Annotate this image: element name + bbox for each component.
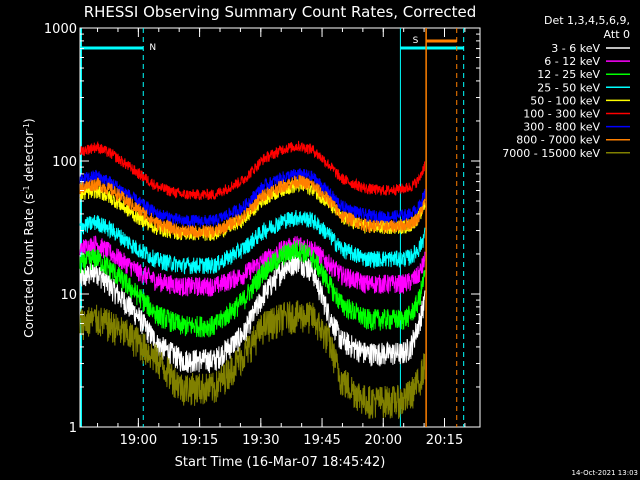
x-tick-label: 19:00 bbox=[120, 433, 157, 448]
y-label-sup2: -1 bbox=[22, 123, 31, 131]
series-line-3-6-kev bbox=[79, 252, 426, 374]
x-axis: 19:00 19:15 19:30 19:45 20:00 20:15 bbox=[97, 28, 466, 448]
y-axis: 1 10 100 1000 bbox=[44, 22, 480, 436]
saa-label: S bbox=[413, 36, 419, 46]
legend-label-12-25-kev: 12 - 25 keV bbox=[537, 68, 600, 81]
series-line-7000-15000-kev bbox=[79, 300, 426, 419]
x-tick-label: 20:00 bbox=[365, 433, 402, 448]
footer-timestamp: 14-Oct-2021 13:03 bbox=[572, 469, 638, 477]
y-tick-label: 1 bbox=[69, 421, 77, 436]
legend-label-800-7000-kev: 800 - 7000 keV bbox=[516, 134, 600, 147]
series-line-800-7000-kev bbox=[79, 174, 426, 239]
x-axis-label: Start Time (16-Mar-07 18:45:42) bbox=[175, 455, 386, 470]
plot-frame bbox=[79, 27, 481, 428]
legend-label-50-100-kev: 50 - 100 keV bbox=[530, 94, 600, 107]
y-tick-label: 10 bbox=[60, 288, 77, 303]
x-tick-label: 19:30 bbox=[242, 433, 279, 448]
night-label: N bbox=[149, 43, 156, 53]
legend-label-25-50-kev: 25 - 50 keV bbox=[537, 81, 600, 94]
series-line-300-800-kev bbox=[79, 168, 426, 229]
y-label-part3: ) bbox=[22, 118, 36, 123]
series-line-25-50-kev bbox=[79, 209, 426, 275]
y-label-part1: Corrected Count Rate (s bbox=[22, 193, 36, 337]
y-label-part2: detector bbox=[22, 131, 36, 186]
series-line-12-25-kev bbox=[79, 239, 426, 338]
y-axis-label: Corrected Count Rate (s-1 detector-1) bbox=[22, 118, 37, 337]
plot-area: N S 19:00 19:15 19:30 19:45 20:00 20:15 1 10 100… bbox=[44, 22, 481, 448]
series-line-100-300-kev bbox=[79, 140, 426, 201]
series-line-6-12-kev bbox=[79, 235, 426, 297]
legend-header-detectors: Det 1,3,4,5,6,9, bbox=[544, 14, 630, 27]
y-tick-label: 1000 bbox=[44, 22, 77, 37]
x-tick-label: 19:15 bbox=[181, 433, 218, 448]
chart-title: RHESSI Observing Summary Count Rates, Co… bbox=[84, 3, 477, 21]
legend-label-7000-15000-kev: 7000 - 15000 keV bbox=[502, 147, 600, 160]
legend-label-100-300-kev: 100 - 300 keV bbox=[523, 108, 600, 121]
legend-label-6-12-kev: 6 - 12 keV bbox=[544, 55, 600, 68]
x-tick-label: 20:15 bbox=[426, 433, 463, 448]
legend-label-3-6-kev: 3 - 6 keV bbox=[551, 42, 600, 55]
y-tick-label: 100 bbox=[52, 155, 77, 170]
series-layer bbox=[79, 140, 426, 419]
y-label-sup1: -1 bbox=[22, 185, 31, 193]
x-tick-label: 19:45 bbox=[303, 433, 340, 448]
legend-label-300-800-kev: 300 - 800 keV bbox=[523, 121, 600, 134]
legend-header-attenuator: Att 0 bbox=[604, 28, 630, 41]
